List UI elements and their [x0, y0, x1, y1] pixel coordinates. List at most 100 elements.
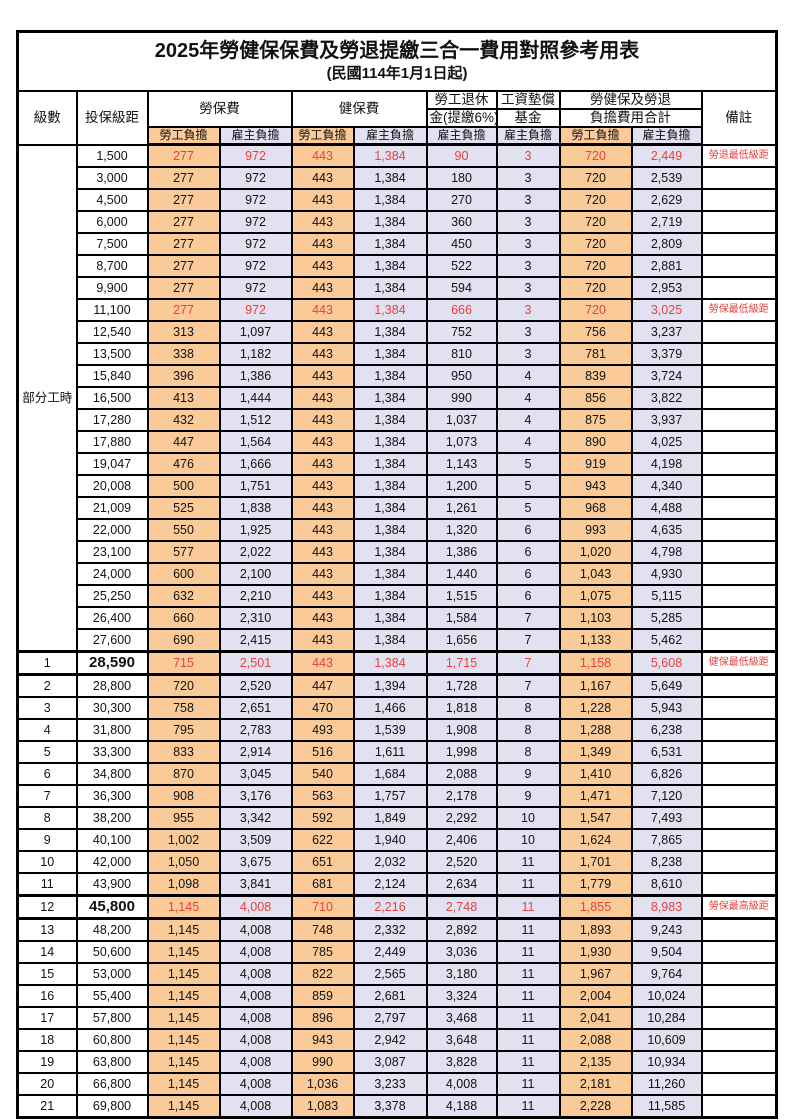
fund-employer-cell: 11 [495, 962, 561, 986]
total-employer-cell: 7,865 [630, 828, 703, 852]
labor-employer-cell: 2,100 [218, 562, 293, 586]
col-header-health-insurance: 健保費 [290, 90, 428, 128]
fund-employer-cell: 11 [495, 1050, 561, 1074]
labor-employee-cell: 476 [146, 452, 221, 476]
total-employer-cell: 11,585 [630, 1094, 703, 1119]
bracket-cell: 25,250 [75, 584, 149, 608]
health-employee-cell: 443 [290, 166, 355, 190]
total-employee-cell: 720 [558, 232, 633, 256]
table-row: 15,840 396 1,386 443 1,384 950 4 839 3,724 [18, 364, 778, 388]
note-cell [700, 210, 778, 234]
table-row: 6,000 277 972 443 1,384 360 3 720 2,719 [18, 210, 778, 234]
table-row: 4,500 277 972 443 1,384 270 3 720 2,629 [18, 188, 778, 212]
subheader-fund-employer: 雇主負擔 [495, 126, 561, 146]
labor-employee-cell: 277 [146, 276, 221, 300]
bracket-cell: 34,800 [75, 762, 149, 786]
note-cell [700, 872, 778, 897]
bracket-cell: 33,300 [75, 740, 149, 764]
total-employee-cell: 720 [558, 254, 633, 278]
total-employee-cell: 1,043 [558, 562, 633, 586]
note-cell [700, 584, 778, 608]
health-employer-cell: 1,384 [352, 650, 428, 676]
labor-employee-cell: 277 [146, 210, 221, 234]
total-employee-cell: 1,133 [558, 628, 633, 653]
labor-employee-cell: 795 [146, 718, 221, 742]
health-employee-cell: 443 [290, 518, 355, 542]
bracket-cell: 63,800 [75, 1050, 149, 1074]
note-cell: 勞保最低級距 [700, 298, 778, 322]
pension-employer-cell: 2,292 [425, 806, 498, 830]
fund-employer-cell: 3 [495, 298, 561, 322]
pension-employer-cell: 90 [425, 143, 498, 168]
labor-employee-cell: 277 [146, 143, 221, 168]
total-employee-cell: 875 [558, 408, 633, 432]
total-employee-cell: 1,779 [558, 872, 633, 897]
col-header-level: 級數 [16, 90, 78, 146]
bracket-cell: 28,590 [75, 650, 149, 676]
fund-employer-cell: 7 [495, 650, 561, 676]
labor-employer-cell: 3,045 [218, 762, 293, 786]
health-employer-cell: 1,539 [352, 718, 428, 742]
health-employee-cell: 443 [290, 650, 355, 676]
table-row: 1 28,590 715 2,501 443 1,384 1,715 7 1,158 5,608 健… [16, 650, 778, 676]
health-employer-cell: 2,565 [352, 962, 428, 986]
total-employee-cell: 1,167 [558, 673, 633, 698]
level-cell: 19 [16, 1050, 78, 1074]
col-header-labor-insurance: 勞保費 [146, 90, 293, 128]
pension-employer-cell: 2,520 [425, 850, 498, 874]
table-row: 15 53,000 1,145 4,008 822 2,565 3,180 11 1,967 9,… [16, 962, 778, 986]
table-body: 部分工時 1,500 277 972 443 1,384 90 3 720 2,449 勞退最低級距… [16, 143, 778, 1119]
bracket-cell: 8,700 [75, 254, 149, 278]
total-employer-cell: 9,243 [630, 917, 703, 942]
pension-employer-cell: 1,261 [425, 496, 498, 520]
total-employer-cell: 8,610 [630, 872, 703, 897]
note-cell [700, 806, 778, 830]
fund-employer-cell: 3 [495, 232, 561, 256]
health-employee-cell: 681 [290, 872, 355, 897]
fund-employer-cell: 11 [495, 1006, 561, 1030]
page-subtitle: (民國114年1月1日起) [326, 65, 468, 82]
pension-employer-cell: 1,656 [425, 628, 498, 653]
table-row: 25,250 632 2,210 443 1,384 1,515 6 1,075 5,115 [18, 584, 778, 608]
header-row-3: 勞工負擔 雇主負擔 勞工負擔 雇主負擔 雇主負擔 雇主負擔 勞工負擔 雇主負擔 [18, 126, 777, 146]
total-employee-cell: 1,855 [558, 894, 633, 920]
level-cell: 14 [16, 940, 78, 964]
health-employee-cell: 443 [290, 540, 355, 564]
table-row: 21,009 525 1,838 443 1,384 1,261 5 968 4,488 [18, 496, 778, 520]
total-employer-cell: 4,798 [630, 540, 703, 564]
col-header-total-line1: 勞健保及勞退 [558, 90, 703, 110]
pension-employer-cell: 666 [425, 298, 498, 322]
health-employee-cell: 990 [290, 1050, 355, 1074]
note-cell: 勞保最高級距 [700, 894, 778, 920]
note-cell [700, 364, 778, 388]
total-employer-cell: 10,609 [630, 1028, 703, 1052]
level-cell: 3 [16, 696, 78, 720]
labor-employee-cell: 277 [146, 254, 221, 278]
total-employer-cell: 4,198 [630, 452, 703, 476]
labor-employer-cell: 4,008 [218, 962, 293, 986]
total-employee-cell: 1,103 [558, 606, 633, 630]
table-row: 21 69,800 1,145 4,008 1,083 3,378 4,188 11 2,228… [16, 1094, 778, 1119]
total-employer-cell: 4,488 [630, 496, 703, 520]
labor-employer-cell: 2,783 [218, 718, 293, 742]
health-employee-cell: 447 [290, 673, 355, 698]
health-employer-cell: 1,384 [352, 606, 428, 630]
total-employee-cell: 2,041 [558, 1006, 633, 1030]
total-employer-cell: 3,724 [630, 364, 703, 388]
total-employer-cell: 5,608 [630, 650, 703, 676]
labor-employee-cell: 1,145 [146, 894, 221, 920]
health-employer-cell: 1,384 [352, 320, 428, 344]
health-employer-cell: 2,449 [352, 940, 428, 964]
fund-employer-cell: 3 [495, 254, 561, 278]
labor-employer-cell: 972 [218, 276, 293, 300]
subheader-labor-employer: 雇主負擔 [218, 126, 293, 146]
labor-employer-cell: 1,925 [218, 518, 293, 542]
table-row: 8,700 277 972 443 1,384 522 3 720 2,881 [18, 254, 778, 278]
fund-employer-cell: 5 [495, 496, 561, 520]
labor-employer-cell: 4,008 [218, 917, 293, 942]
total-employer-cell: 2,719 [630, 210, 703, 234]
note-cell [700, 562, 778, 586]
pension-employer-cell: 450 [425, 232, 498, 256]
table-row: 18 60,800 1,145 4,008 943 2,942 3,648 11 2,088 10… [16, 1028, 778, 1052]
note-cell [700, 917, 778, 942]
